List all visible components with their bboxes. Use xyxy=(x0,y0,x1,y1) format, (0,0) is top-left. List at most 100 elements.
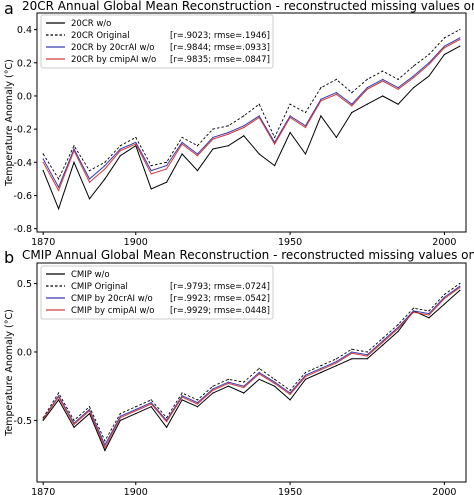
data-point xyxy=(212,128,214,130)
data-point xyxy=(366,354,368,356)
data-point xyxy=(104,161,106,163)
x-tick-label: 1950 xyxy=(278,487,302,495)
data-point xyxy=(428,63,430,66)
data-point xyxy=(166,161,168,163)
data-point xyxy=(119,415,121,417)
y-tick-label: -0.5 xyxy=(13,416,32,427)
data-point xyxy=(320,371,322,374)
data-point xyxy=(243,115,245,117)
data-point xyxy=(397,323,399,326)
data-point xyxy=(428,53,430,56)
plot-frame xyxy=(36,12,467,233)
data-point xyxy=(382,78,384,80)
data-point xyxy=(150,399,152,401)
data-point xyxy=(366,355,368,357)
data-point xyxy=(412,77,415,79)
data-point xyxy=(243,381,245,383)
y-tick-label: -0.2 xyxy=(13,125,32,136)
data-point xyxy=(289,393,291,395)
data-point xyxy=(366,358,368,360)
data-point xyxy=(258,378,260,380)
series-line-2 xyxy=(42,283,461,442)
data-point xyxy=(135,143,137,145)
data-point xyxy=(382,70,384,72)
data-point xyxy=(104,444,106,446)
y-tick-label: 0.5 xyxy=(17,279,32,290)
data-point xyxy=(351,358,353,360)
data-point xyxy=(104,449,106,452)
series-line-4 xyxy=(42,39,461,192)
y-axis-label: Temperature Anomaly (°C) xyxy=(4,59,15,187)
data-point xyxy=(382,340,384,342)
data-point xyxy=(212,388,214,390)
data-point xyxy=(212,385,214,387)
data-point xyxy=(150,402,152,404)
data-point xyxy=(382,337,384,339)
data-point xyxy=(196,399,199,401)
legend-label: CMIP Original xyxy=(71,282,128,292)
data-point xyxy=(104,165,106,167)
data-point xyxy=(289,116,291,119)
data-point xyxy=(397,328,399,330)
legend-label: CMIP w/o xyxy=(71,270,110,280)
data-point xyxy=(212,389,214,391)
data-point xyxy=(58,392,60,394)
data-point xyxy=(459,45,461,47)
x-tick-label: 1870 xyxy=(31,487,55,495)
x-tick-label: 1900 xyxy=(124,237,148,248)
y-tick-label: 0.0 xyxy=(17,347,32,358)
data-point xyxy=(443,37,445,39)
data-point xyxy=(274,378,276,380)
series-line-4 xyxy=(42,287,461,449)
data-point xyxy=(243,386,245,389)
series-line-2 xyxy=(42,29,461,180)
legend-label: 20CR by cmipAI w/o xyxy=(71,55,156,65)
data-point xyxy=(443,47,445,49)
data-point xyxy=(412,307,415,309)
legend-box xyxy=(40,14,274,69)
data-point xyxy=(196,170,199,172)
data-point xyxy=(397,330,399,333)
series-line-3 xyxy=(42,285,461,447)
data-point xyxy=(42,418,44,420)
data-point xyxy=(150,170,152,172)
data-point xyxy=(58,186,60,188)
data-point xyxy=(166,165,168,167)
data-point xyxy=(88,181,91,183)
data-point xyxy=(150,406,152,408)
data-point xyxy=(243,392,245,394)
panel-a: a 20CR Annual Global Mean Reconstruction … xyxy=(4,0,474,248)
legend-stats: [r=.9929; rmse=.0448] xyxy=(170,306,270,316)
data-point xyxy=(119,150,121,152)
data-point xyxy=(320,365,322,367)
data-point xyxy=(119,419,121,422)
data-point xyxy=(258,367,260,369)
data-point xyxy=(412,75,415,77)
data-point xyxy=(42,161,44,163)
data-point xyxy=(459,287,461,289)
data-point xyxy=(104,447,106,449)
data-point xyxy=(304,153,307,155)
data-point xyxy=(58,178,60,180)
data-point xyxy=(104,178,106,180)
data-point xyxy=(289,115,291,117)
data-point xyxy=(181,143,183,145)
data-point xyxy=(88,198,91,200)
data-point xyxy=(73,145,75,147)
data-point xyxy=(196,402,199,404)
y-tick-label: -0.4 xyxy=(13,158,32,169)
data-point xyxy=(304,126,307,129)
data-point xyxy=(382,344,384,346)
legend-label: 20CR w/o xyxy=(71,19,111,29)
data-point xyxy=(320,367,322,369)
data-point xyxy=(181,136,183,139)
data-point xyxy=(73,161,75,163)
data-point xyxy=(428,62,430,64)
data-point xyxy=(459,289,461,291)
data-point xyxy=(335,136,337,139)
data-point xyxy=(274,381,276,383)
data-point xyxy=(443,303,445,305)
panel-b: b CMIP Annual Global Mean Reconstruction … xyxy=(4,248,474,495)
data-point xyxy=(320,100,322,102)
data-point xyxy=(135,136,137,139)
